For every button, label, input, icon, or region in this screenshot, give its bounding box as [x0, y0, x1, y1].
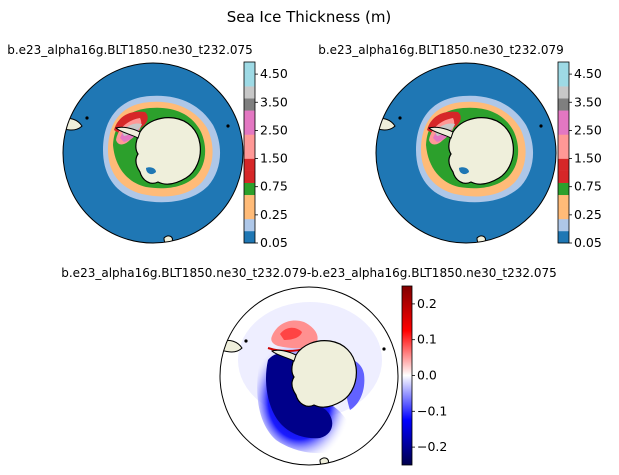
diverging-colorbar: [401, 285, 413, 466]
island-dot: [244, 339, 248, 343]
panel-2: b.e23_alpha16g.BLT1850.ne30_t232.079 0.0…: [318, 43, 602, 250]
colorbar-segment: [558, 170, 569, 183]
colorbar-segment: [558, 146, 569, 159]
diff-positive-core: [280, 327, 302, 340]
new-zealand: [319, 457, 329, 465]
colorbar-tick-label: 0.1: [417, 332, 437, 347]
colorbar-tick-label: 1.50: [260, 151, 288, 166]
peninsula: [115, 126, 141, 139]
panel-1-colorbar: 0.05 0.25 0.75 1.50 2.50 3.50 4.50: [243, 61, 288, 250]
new-zealand: [476, 235, 486, 243]
colorbar-tick-label: 0.25: [574, 207, 602, 222]
figure-title: Sea Ice Thickness (m): [227, 8, 392, 26]
colorbar-segment: [558, 206, 569, 220]
colorbar-segment: [244, 182, 255, 196]
antarctica-landmass: [135, 117, 201, 185]
colorbar-segment: [244, 218, 255, 232]
colorbar-segment: [558, 218, 569, 232]
colorbar-segment: [558, 194, 569, 208]
colorbar-segment: [558, 158, 569, 171]
island-dot: [226, 124, 230, 128]
colorbar-segment: [244, 230, 255, 244]
colorbar-tick-label: −0.1: [417, 403, 447, 418]
panel-2-title: b.e23_alpha16g.BLT1850.ne30_t232.079: [318, 43, 564, 57]
panel-2-map-boundary: [375, 62, 557, 244]
colorbar-frame: [243, 61, 256, 244]
colorbar-tick-label: 0.0: [417, 368, 437, 383]
colorbar-tick-label: 1.50: [574, 151, 602, 166]
colorbar-segment: [558, 134, 569, 147]
peninsula: [271, 349, 297, 362]
panel-1-title: b.e23_alpha16g.BLT1850.ne30_t232.075: [7, 43, 253, 57]
colorbar-segment: [558, 86, 569, 99]
panel-3-map: [220, 287, 398, 465]
colorbar-segment: [558, 122, 569, 135]
ross-ice-shelf: [146, 167, 156, 175]
panel-3-colorbar: 0.2 0.1 0.0 −0.1 −0.2: [401, 285, 447, 466]
antarctica-landmass: [448, 117, 514, 185]
panel-2-colorbar: 0.05 0.25 0.75 1.50 2.50 3.50 4.50: [557, 61, 602, 250]
colorbar-tick-label: 2.50: [260, 122, 288, 137]
colorbar-tick-label: 0.2: [417, 296, 437, 311]
panel-1: b.e23_alpha16g.BLT1850.ne30_t232.075 0.0…: [7, 43, 288, 250]
colorbar-frame: [557, 61, 570, 244]
colorbar-segment: [558, 98, 569, 111]
colorbar-segment: [244, 122, 255, 135]
colorbar-segment: [244, 110, 255, 123]
panel-3: b.e23_alpha16g.BLT1850.ne30_t232.079-b.e…: [61, 266, 557, 466]
colorbar-ticks: 0.2 0.1 0.0 −0.1 −0.2: [412, 296, 447, 454]
colorbar-segment: [558, 110, 569, 123]
colorbar-tick-label: 0.05: [574, 235, 602, 250]
colorbar-tick-label: 4.50: [574, 66, 602, 81]
colorbar-segment: [244, 170, 255, 183]
colorbar-tick-label: 2.50: [574, 122, 602, 137]
colorbar-segment: [244, 146, 255, 159]
colorbar-tick-label: −0.2: [417, 439, 447, 454]
colorbar-tick-label: 0.05: [260, 235, 288, 250]
panel-1-map-boundary: [62, 62, 244, 244]
antarctica-landmass: [291, 340, 357, 408]
island-dot: [398, 116, 402, 120]
panel-3-map-boundary: [219, 286, 399, 466]
colorbar-segment: [558, 62, 569, 75]
colorbar-tick-label: 0.75: [574, 179, 602, 194]
colorbar-tick-label: 3.50: [260, 94, 288, 109]
colorbar-segment: [558, 74, 569, 87]
ross-ice-shelf: [459, 167, 469, 175]
colorbar-tick-label: 0.75: [260, 179, 288, 194]
colorbar-tick-label: 0.25: [260, 207, 288, 222]
peninsula: [428, 126, 454, 139]
colorbar-segment: [558, 230, 569, 244]
new-zealand: [163, 235, 173, 243]
colorbar-segment: [244, 98, 255, 111]
colorbar-segment: [244, 206, 255, 220]
colorbar-segment: [244, 158, 255, 171]
colorbar-segment: [244, 134, 255, 147]
colorbar-tick-label: 4.50: [260, 66, 288, 81]
panel-2-map: [376, 63, 556, 243]
island-dot: [539, 124, 543, 128]
colorbar-segment: [558, 182, 569, 196]
colorbar-segment: [244, 86, 255, 99]
colorbar-segment: [244, 62, 255, 75]
colorbar-segment: [244, 194, 255, 208]
panel-3-title: b.e23_alpha16g.BLT1850.ne30_t232.079-b.e…: [61, 266, 557, 280]
panel-1-map: [63, 63, 243, 243]
island-dot: [85, 116, 89, 120]
colorbar-segment: [244, 74, 255, 87]
colorbar-tick-label: 3.50: [574, 94, 602, 109]
island-dot: [382, 347, 386, 351]
